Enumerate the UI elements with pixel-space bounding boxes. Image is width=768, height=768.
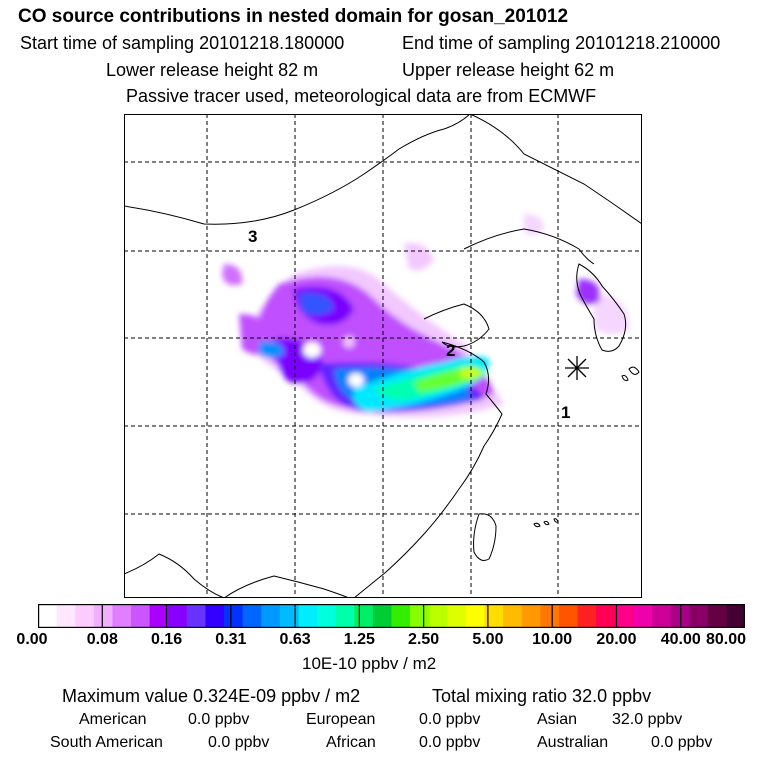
colorbar-tick-label: 0.63 (279, 631, 311, 648)
colorbar-swatch (335, 604, 355, 628)
colorbar-tick-label: 0.16 (150, 631, 183, 648)
colorbar-tick-label: 0.08 (86, 631, 118, 648)
south-american-value: 0.0 ppbv (208, 734, 270, 751)
upper-height-label: Upper release height 62 m (402, 60, 615, 80)
european-label: European (306, 711, 376, 728)
region-label-2: 2 (446, 341, 455, 360)
colorbar-tick-label: 40.00 (660, 631, 701, 648)
colorbar-swatch (56, 604, 76, 628)
colorbar-swatch (168, 604, 188, 628)
concentration-field (222, 214, 629, 418)
colorbar-tick-label: 10.00 (532, 631, 573, 648)
colorbar-swatch (205, 604, 225, 628)
colorbar-tick-label: 1.25 (343, 631, 375, 648)
colorbar-swatch (224, 604, 244, 628)
colorbar-swatch (651, 604, 671, 628)
tracer-note: Passive tracer used, meteorological data… (126, 86, 597, 106)
colorbar-swatch (689, 604, 709, 628)
colorbar-tick-label: 20.00 (596, 631, 637, 648)
colorbar-swatch (465, 604, 485, 628)
colorbar-swatch (410, 604, 430, 628)
colorbar-swatch (131, 604, 151, 628)
colorbar-swatch (279, 604, 299, 628)
colorbar-frame (38, 604, 745, 628)
colorbar-swatch (93, 604, 113, 628)
american-value: 0.0 ppbv (188, 711, 250, 728)
colorbar-tick-label: 0.00 (16, 631, 48, 648)
colorbar-swatch (354, 604, 374, 628)
south-american-label: South American (50, 734, 163, 751)
coastlines-and-borders (124, 114, 642, 598)
australian-label: Australian (537, 734, 609, 751)
colorbar-swatch (447, 604, 467, 628)
african-label: African (326, 734, 376, 751)
european-value: 0.0 ppbv (419, 711, 481, 728)
colorbar-swatch (428, 604, 448, 628)
region-label-3: 3 (248, 227, 257, 246)
african-value: 0.0 ppbv (419, 734, 481, 751)
colorbar-unit-label: 10E-10 ppbv / m2 (302, 654, 437, 673)
colorbar-tick-label: 0.31 (215, 631, 247, 648)
colorbar-swatch (726, 604, 745, 628)
colorbar-swatch (38, 604, 58, 628)
asian-label: Asian (537, 711, 578, 728)
lower-height-label: Lower release height 82 m (106, 60, 319, 80)
colorbar-swatch (633, 604, 653, 628)
end-time-label: End time of sampling 20101218.210000 (402, 33, 721, 53)
colorbar-swatch (596, 604, 616, 628)
colorbar-swatch (503, 604, 523, 628)
colorbar-swatch (391, 604, 411, 628)
total-mixing-label: Total mixing ratio 32.0 ppbv (432, 686, 652, 706)
colorbar-swatch (298, 604, 318, 628)
colorbar-swatch (540, 604, 560, 628)
colorbar-tick-label: 2.50 (408, 631, 440, 648)
australian-value: 0.0 ppbv (651, 734, 713, 751)
colorbar-swatch (670, 604, 690, 628)
colorbar-swatch (521, 604, 541, 628)
color-scale-bar (38, 604, 745, 628)
region-label-1: 1 (561, 403, 570, 422)
colorbar-swatch (372, 604, 392, 628)
colorbar-swatch (577, 604, 597, 628)
colorbar-swatch (186, 604, 206, 628)
colorbar-swatch (261, 604, 281, 628)
colorbar-tick-label: 5.00 (472, 631, 504, 648)
colorbar-swatch (112, 604, 132, 628)
colorbar-swatch (317, 604, 337, 628)
grid-lines (124, 114, 642, 598)
american-label: American (79, 711, 147, 728)
colorbar-swatch (614, 604, 634, 628)
colorbar-swatch (242, 604, 262, 628)
colorbar-tick-label: 80.00 (705, 631, 747, 648)
start-time-label: Start time of sampling 20101218.180000 (20, 33, 345, 53)
max-value-label: Maximum value 0.324E-09 ppbv / m2 (62, 686, 361, 706)
colorbar-swatch (149, 604, 169, 628)
map-panel: 1 2 3 (124, 114, 642, 598)
colorbar-swatch (484, 604, 504, 628)
colorbar-swatch (707, 604, 727, 628)
colorbar-swatch (558, 604, 578, 628)
asian-value: 32.0 ppbv (612, 711, 683, 728)
colorbar-swatch (75, 604, 95, 628)
plot-title: CO source contributions in nested domain… (18, 6, 569, 27)
receptor-marker (565, 356, 589, 380)
